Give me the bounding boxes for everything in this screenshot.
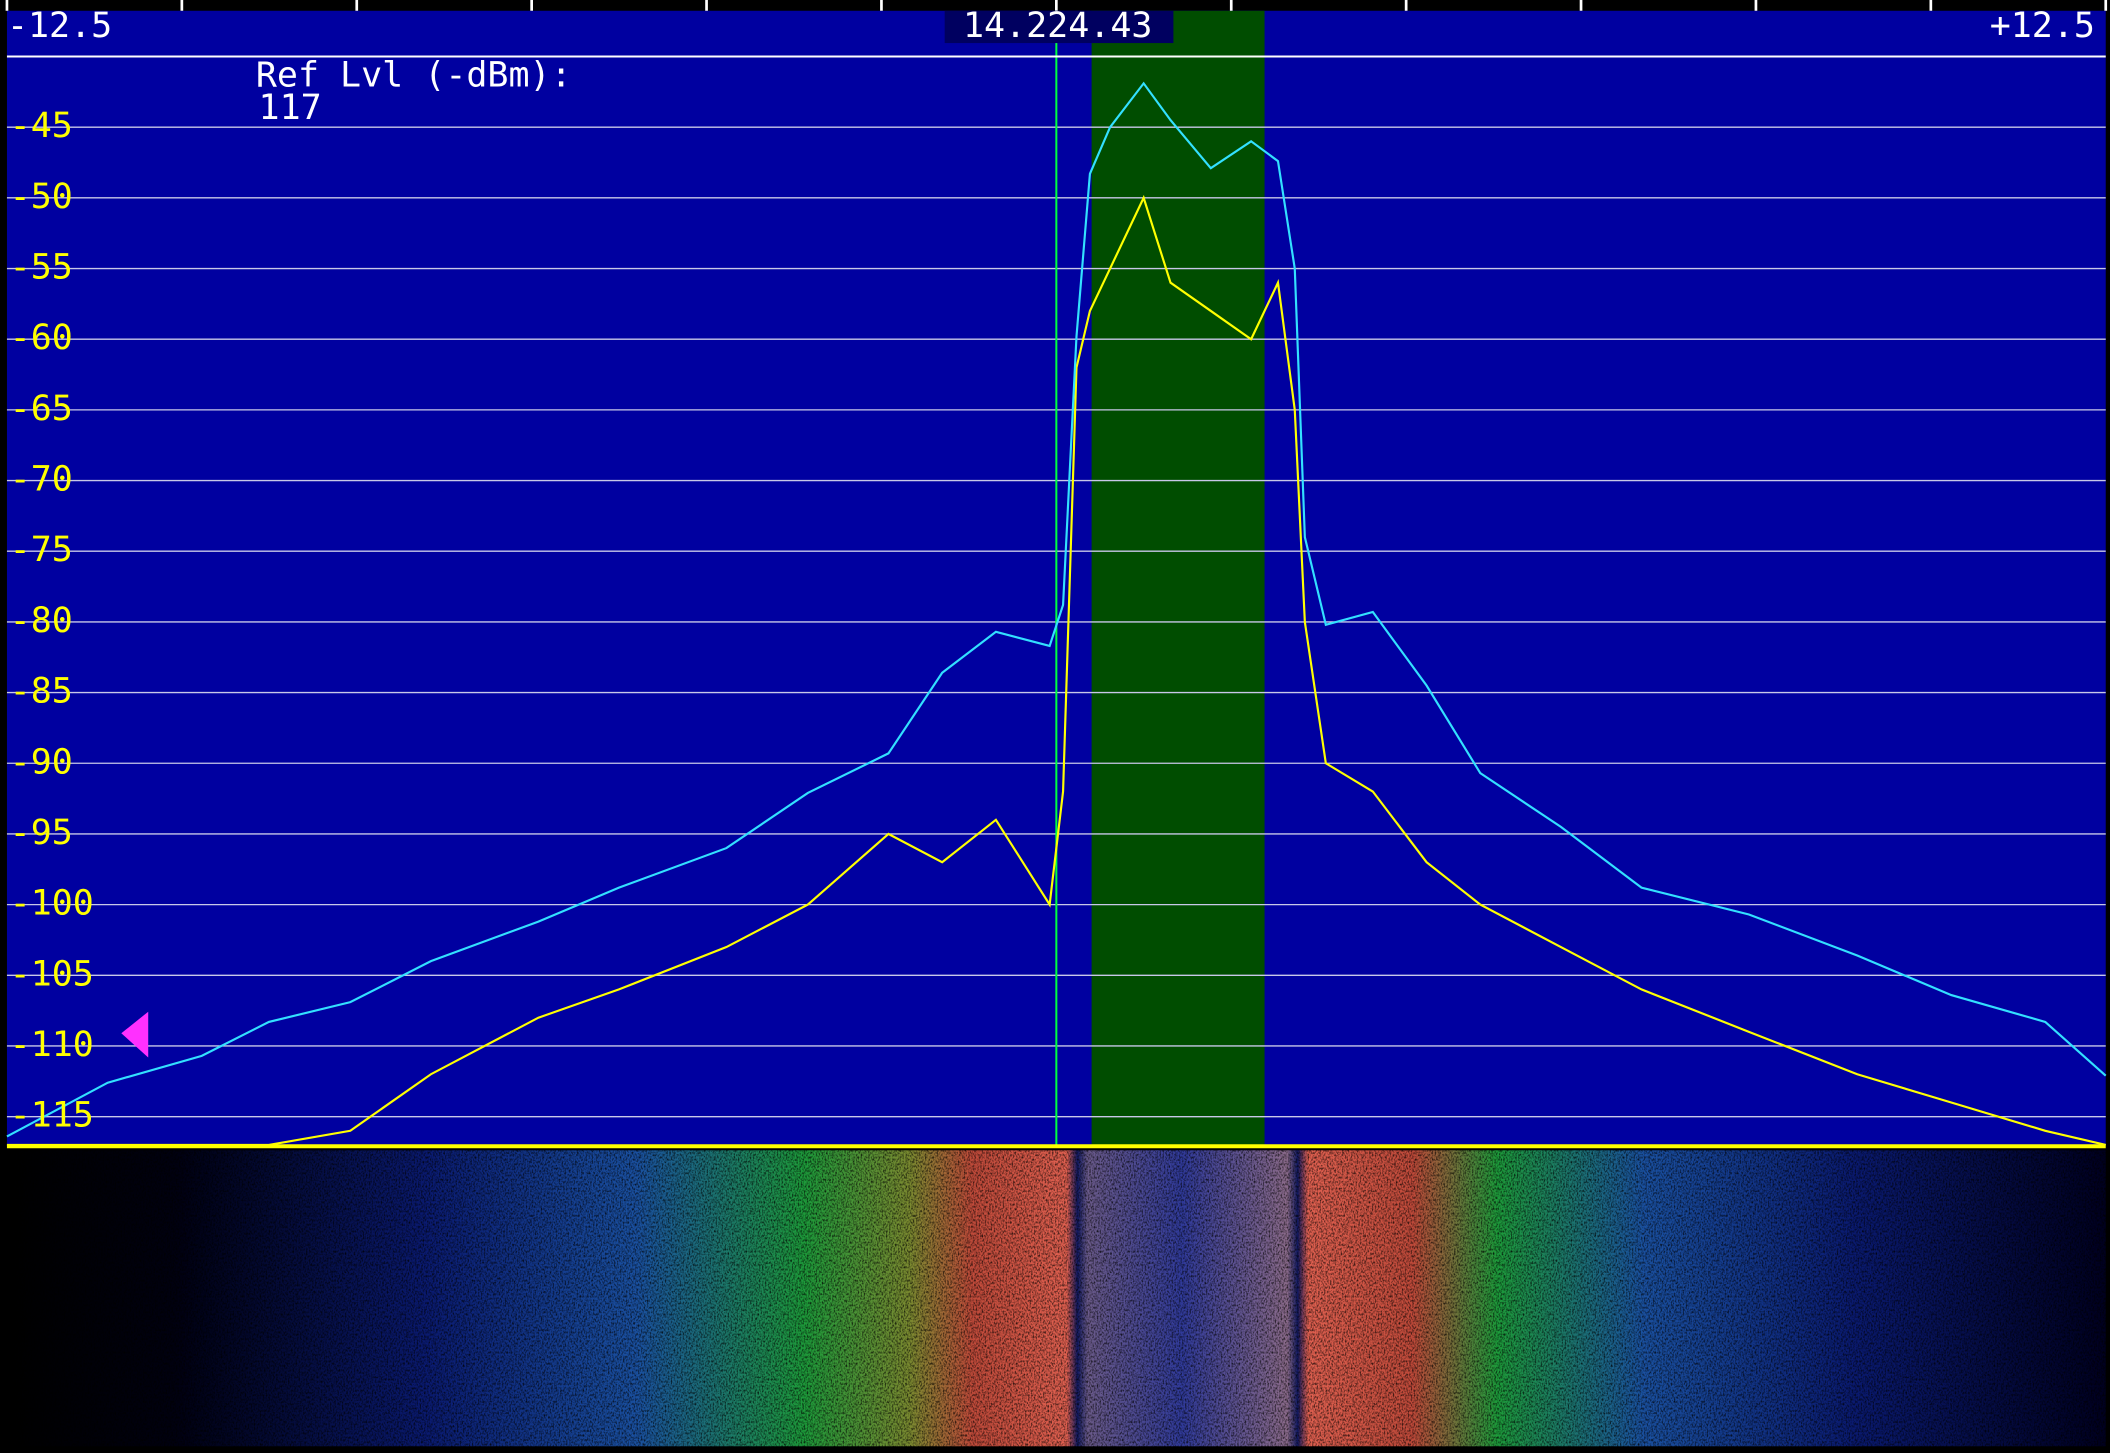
y-tick-label: -70 xyxy=(10,460,73,500)
ref-level-label: Ref Lvl (-dBm): xyxy=(256,56,572,96)
y-tick-label: -60 xyxy=(10,318,73,358)
center-frequency: 14.224.43 xyxy=(963,6,1152,46)
y-tick-label: -85 xyxy=(10,672,73,712)
x-tick-label: +12.5 xyxy=(1990,6,2095,46)
passband xyxy=(1091,10,1265,1145)
y-tick-label: -80 xyxy=(10,601,73,641)
y-tick-label: -75 xyxy=(10,530,73,570)
level-pointer xyxy=(121,1011,149,1058)
y-tick-label: -95 xyxy=(10,813,73,853)
ref-level-value: 117 xyxy=(259,88,322,128)
plot-layer xyxy=(5,0,2108,1146)
y-tick-label: -45 xyxy=(10,106,73,146)
y-tick-label: -110 xyxy=(10,1025,94,1065)
trace xyxy=(6,194,2106,1146)
y-tick-label: -115 xyxy=(10,1096,94,1136)
trace xyxy=(6,81,2107,1138)
y-tick-label: -100 xyxy=(10,884,94,924)
y-tick-label: -90 xyxy=(10,742,73,782)
y-tick-label: -50 xyxy=(10,177,73,217)
waterfall-noise xyxy=(6,1150,2106,1447)
y-tick-label: -65 xyxy=(10,389,73,429)
y-tick-label: -105 xyxy=(10,954,94,994)
y-tick-label: -55 xyxy=(10,248,73,288)
center-label-bg xyxy=(944,10,1174,44)
x-tick-label: -12.5 xyxy=(7,6,112,46)
